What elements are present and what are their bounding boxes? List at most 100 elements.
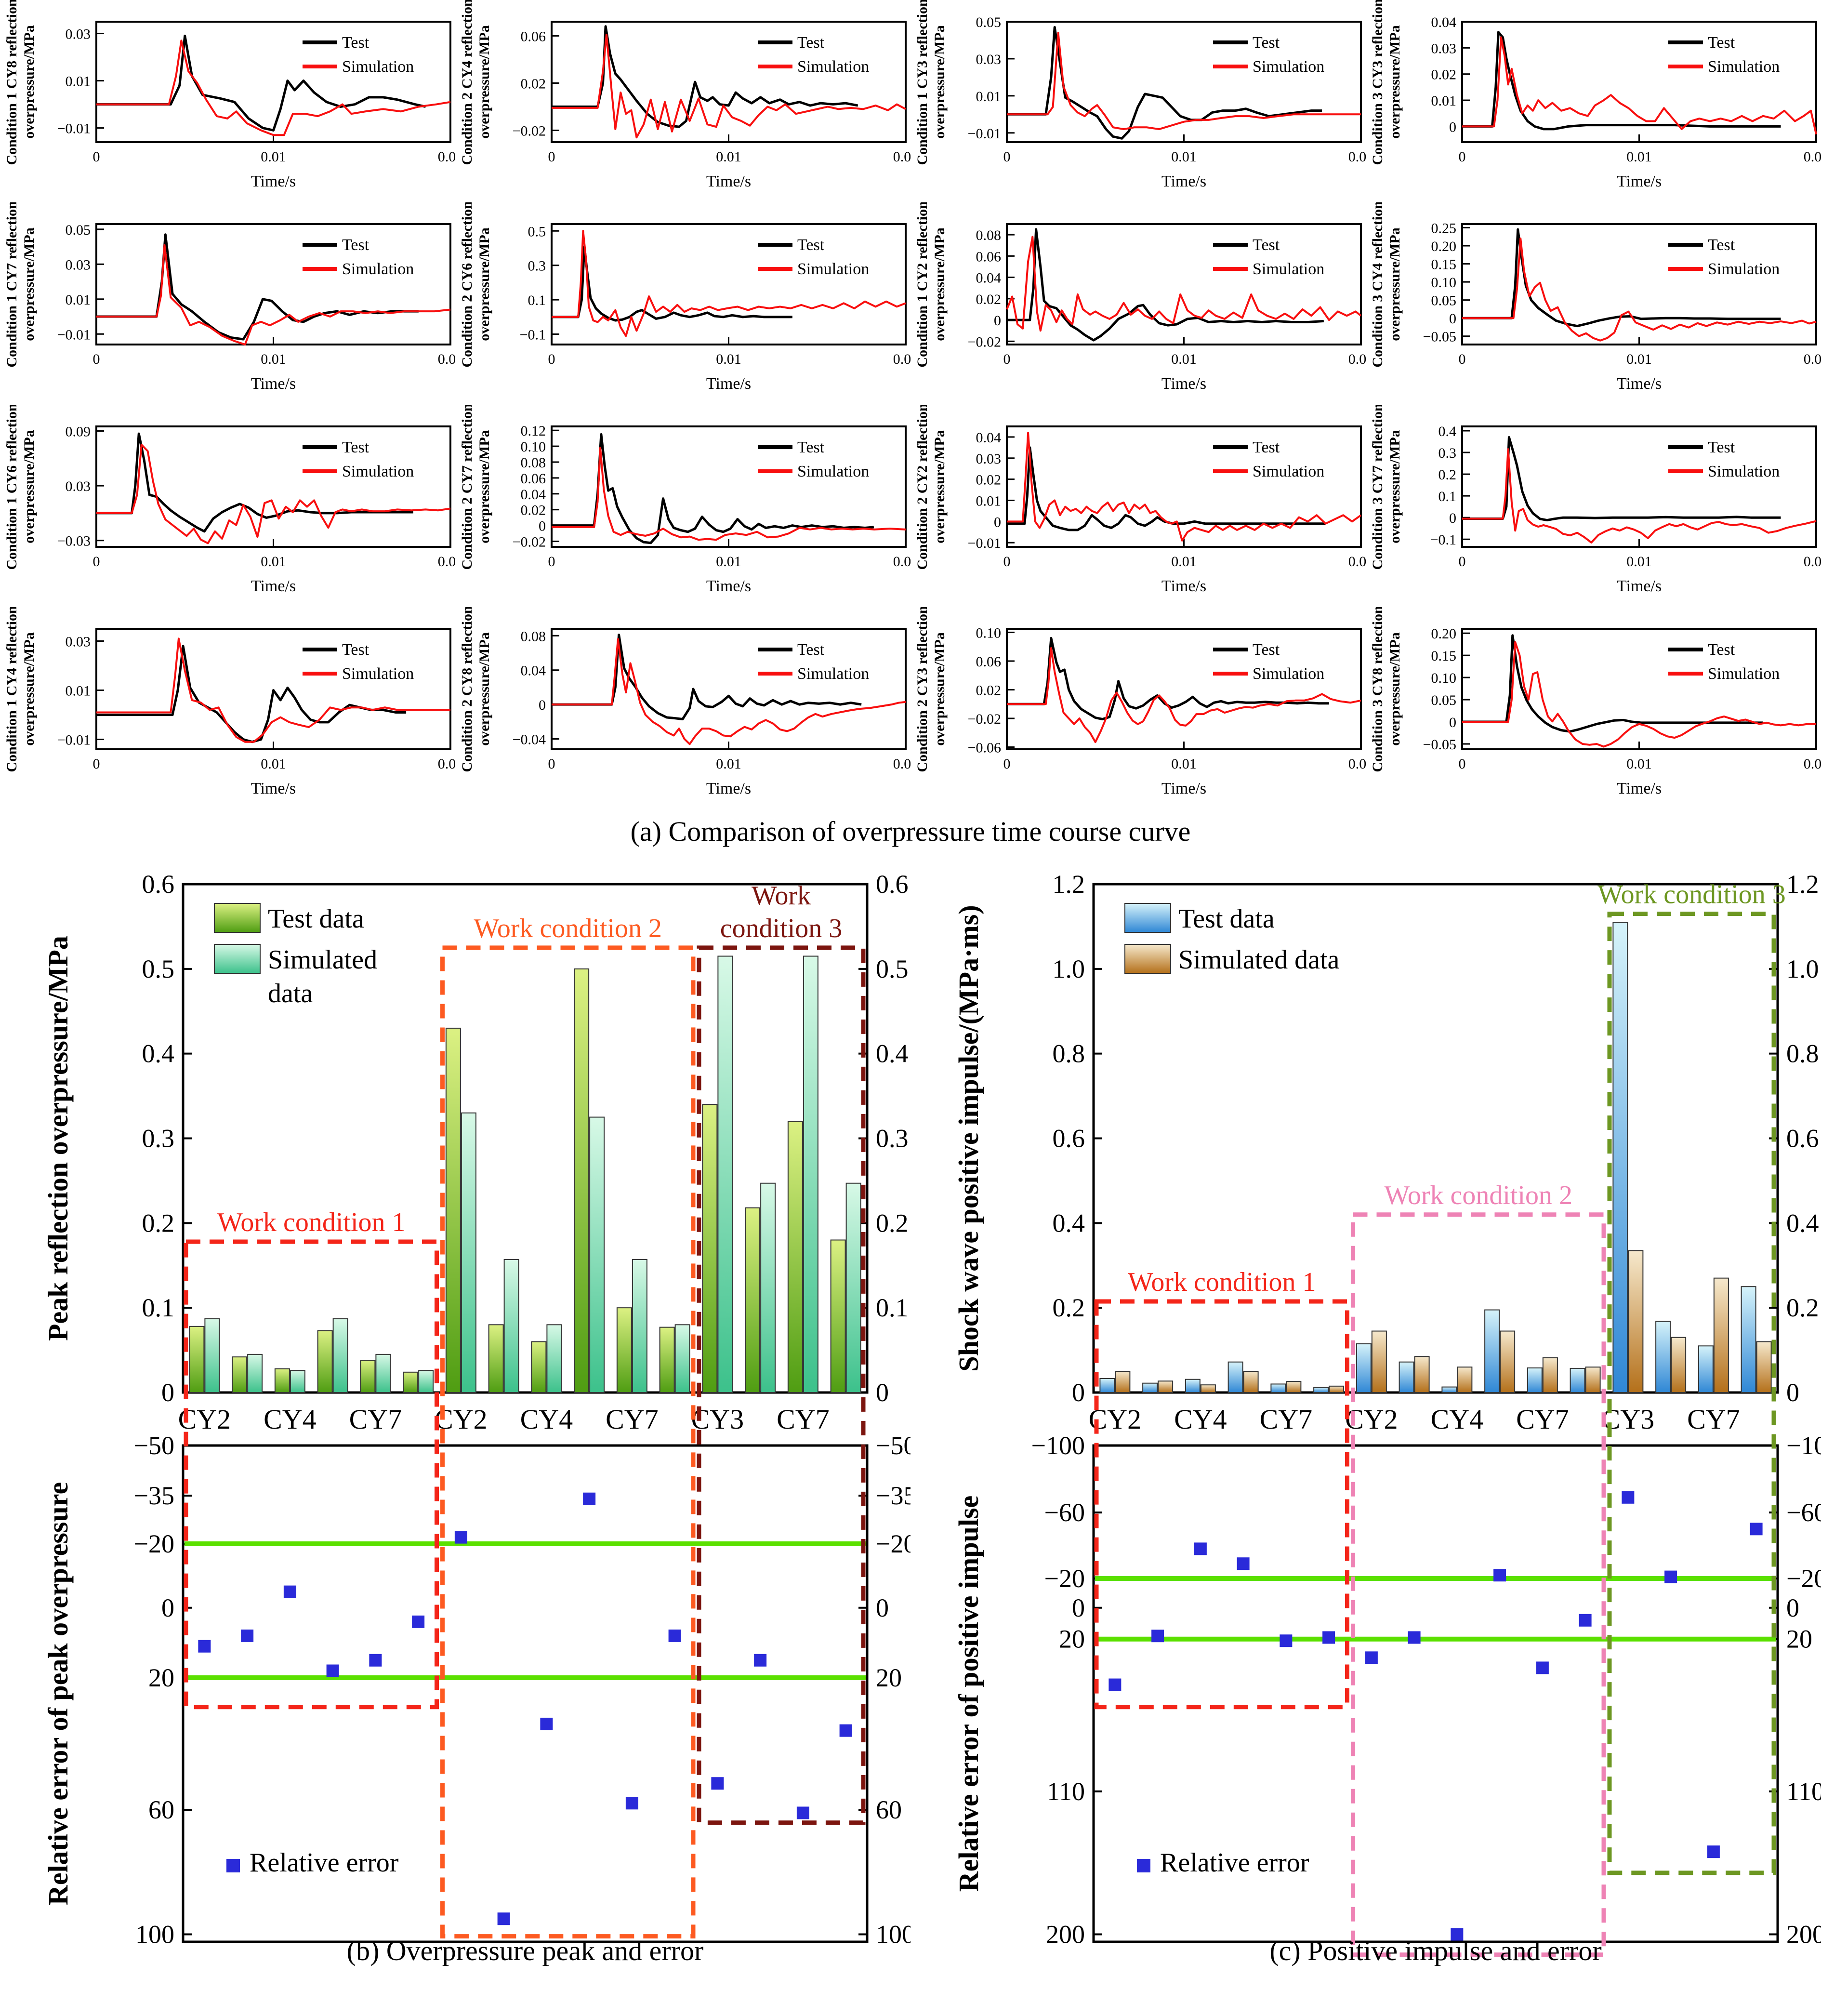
scatter-y-axis-title: Relative error of peak overpressure (42, 1482, 74, 1905)
y-axis-title-line1: Condition 1 CY8 reflection (4, 0, 20, 165)
y-axis-title-line2: overpressure/MPa (932, 632, 948, 746)
x-tick-label: 0.01 (261, 554, 286, 570)
error-point-CY3 (497, 1912, 510, 1925)
test-bar-CY2 (1099, 1378, 1115, 1393)
timeseries-plot-condition2-cy3: Condition 2 CY3 reflection overpressure/M… (914, 606, 1373, 797)
y-tick-label: 0.05 (976, 14, 1002, 30)
test-curve (552, 433, 874, 544)
timeseries-plot-condition1-cy8: Condition 1 CY8 reflection overpressure/M… (4, 0, 463, 190)
legend-test-label: Test (342, 236, 369, 254)
y-tick-label: −0.01 (57, 121, 91, 137)
group-label-CY4: CY4 (1431, 1404, 1484, 1435)
x-tick-label: 0.01 (1171, 351, 1197, 367)
test-bar-CY4 (1655, 1321, 1671, 1393)
error-point-CY4 (1194, 1542, 1207, 1555)
y-axis-title-line1: Condition 3 CY8 reflection (1370, 607, 1386, 772)
x-axis-title: Time/s (706, 780, 751, 797)
y-tick-label: −0.06 (968, 740, 1001, 756)
y-tick-label: 0.15 (1431, 257, 1457, 273)
error-point-CY2 (1365, 1651, 1378, 1664)
work-condition-label-1: Work condition 1 (217, 1207, 406, 1237)
scatter-y-axis-title: Relative error of positive impulse (953, 1496, 984, 1892)
y-tick-label: 0.01 (1431, 93, 1457, 109)
x-tick-label: 0.02 (1804, 756, 1821, 772)
legend-test-label: Test (1708, 641, 1735, 659)
y-tick-label: −0.01 (968, 535, 1001, 551)
test-bar-CY6 (1227, 1361, 1243, 1393)
y-tick-label: 0 (1449, 119, 1456, 135)
test-curve (96, 432, 413, 533)
bar-y-tick-label-right: 0.3 (876, 1124, 909, 1153)
test-bar-CY3 (1142, 1382, 1158, 1393)
overpressure-time-course-grid: Condition 1 CY8 reflection overpressure/M… (0, 0, 1821, 809)
bar-y-tick-label-left: 0.4 (1053, 1208, 1085, 1237)
group-label-CY7: CY7 (606, 1404, 659, 1435)
scatter-y-tick-label-right: 20 (876, 1663, 902, 1692)
y-tick-label: 0.02 (976, 292, 1002, 307)
group-label-CY7: CY7 (1687, 1404, 1740, 1435)
sim-curve (1006, 236, 1362, 332)
x-tick-label: 0.01 (716, 351, 741, 367)
timeseries-plot-condition3-cy7: Condition 3 CY7 reflection overpressure/M… (1370, 403, 1821, 595)
x-tick-label: 0.02 (1348, 149, 1366, 165)
y-tick-label: −0.04 (513, 732, 546, 748)
legend-sim-label: Simulation (1708, 463, 1780, 480)
x-tick-label: 0.02 (1804, 351, 1821, 367)
test-bar-CY3 (232, 1356, 248, 1393)
sim-curve (1462, 36, 1817, 135)
bar-y-tick-label-right: 0.6 (876, 870, 909, 899)
scatter-y-tick-label-right: −35 (876, 1481, 910, 1510)
y-tick-label: −0.05 (1423, 737, 1456, 753)
y-tick-label: 0.03 (976, 52, 1002, 67)
legend-sim-label: Simulation (342, 260, 414, 278)
test-bar-CY8 (1313, 1387, 1329, 1393)
x-tick-label: 0.02 (1348, 554, 1366, 570)
scatter-frame (182, 1444, 869, 1943)
bar-y-tick-label-left: 0.4 (142, 1039, 175, 1068)
test-bar-CY4 (745, 1207, 761, 1393)
y-tick-label: 0.1 (528, 292, 546, 308)
x-tick-label: 0.02 (1348, 351, 1366, 367)
timeseries-cell-condition3-cy4: Condition 3 CY4 reflection overpressure/M… (1366, 201, 1821, 405)
bar-y-tick-label-right: 0.5 (876, 955, 909, 983)
timeseries-plot-condition2-cy2: Condition 2 CY2 reflection overpressure/M… (914, 403, 1373, 595)
sim-bar-CY7 (375, 1353, 391, 1393)
x-tick-label: 0.02 (438, 351, 455, 367)
sim-curve (1462, 641, 1816, 748)
sim-curve (1007, 647, 1361, 743)
y-tick-label: 0.04 (976, 430, 1002, 446)
y-axis-title-line2: overpressure/MPa (21, 632, 37, 746)
x-tick-label: 0.02 (438, 554, 455, 570)
timeseries-cell-condition3-cy7: Condition 3 CY7 reflection overpressure/M… (1366, 403, 1821, 607)
y-axis-title-line1: Condition 2 CY6 reflection (459, 202, 475, 368)
y-axis-title-line2: overpressure/MPa (476, 430, 492, 544)
legend-sim-label: Simulated (268, 945, 377, 975)
timeseries-plot-condition2-cy8: Condition 2 CY8 reflection overpressure/M… (459, 606, 918, 797)
x-tick-label: 0 (1003, 351, 1011, 367)
sim-curve (1462, 238, 1817, 342)
legend-sim-label: Simulation (1253, 260, 1324, 278)
legend-test-label: Test (1253, 34, 1280, 52)
legend-sim-label: Simulation (797, 260, 869, 278)
work-condition-box-3 (1607, 912, 1776, 1875)
x-tick-label: 0 (93, 554, 100, 570)
timeseries-cell-condition1-cy8: Condition 1 CY8 reflection overpressure/M… (0, 0, 463, 202)
legend-sim-label: Simulation (1253, 463, 1324, 480)
y-axis-title-line2: overpressure/MPa (932, 25, 948, 139)
scatter-y-tick-label-left: 20 (1059, 1625, 1085, 1654)
timeseries-plot-condition3-cy4: Condition 3 CY4 reflection overpressure/M… (1370, 201, 1821, 393)
x-axis-title: Time/s (1617, 172, 1662, 190)
work-condition-label-3: condition 3 (720, 914, 843, 943)
y-tick-label: 0.05 (1431, 293, 1457, 309)
x-axis-title: Time/s (1617, 780, 1662, 797)
scatter-y-tick-label-right: 0 (1786, 1593, 1799, 1622)
y-tick-label: −0.1 (1430, 532, 1456, 548)
sim-bar-CY2 (461, 1112, 476, 1393)
relative-error-legend-label: Relative error (250, 1848, 399, 1878)
test-curve (552, 634, 862, 720)
y-axis-title-line2: overpressure/MPa (21, 25, 37, 139)
x-tick-label: 0 (1459, 756, 1466, 772)
timeseries-plot-condition1-cy7: Condition 1 CY7 reflection overpressure/M… (4, 201, 463, 393)
timeseries-plot-condition1-cy2: Condition 1 CY2 reflection overpressure/M… (914, 201, 1373, 393)
error-point-CY2 (198, 1640, 211, 1653)
